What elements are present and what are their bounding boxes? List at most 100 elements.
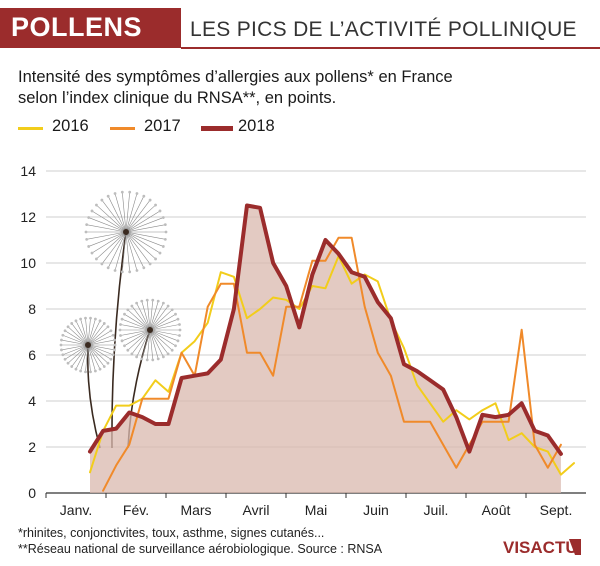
dandelion-tuft — [106, 194, 110, 198]
dandelion-tuft — [158, 209, 162, 213]
dandelion-tuft — [140, 299, 144, 303]
dandelion-seed — [86, 231, 127, 240]
dandelion-tuft — [161, 355, 165, 359]
dandelion-seed — [121, 318, 151, 331]
dandelion-tuft — [148, 198, 152, 202]
dandelion-seed — [125, 231, 145, 268]
dandelion-tuft — [66, 361, 70, 365]
dandelion-tuft — [135, 192, 139, 195]
dandelion-seed — [125, 217, 164, 233]
header-tag-label: POLLENS — [11, 12, 143, 42]
dandelion-tuft — [128, 190, 132, 194]
dandelion-tuft — [70, 365, 74, 368]
dandelion-seed — [125, 193, 138, 233]
dandelion-seed — [87, 344, 109, 364]
dandelion-tuft — [113, 348, 116, 352]
dandelion-tuft — [63, 357, 67, 361]
dandelion-tuft — [170, 348, 174, 352]
dandelion-seed — [67, 326, 89, 346]
dandelion-tuft — [161, 216, 165, 219]
dandelion-seed — [125, 231, 166, 240]
dandelion-seed — [91, 231, 127, 254]
dandelion-tuft — [102, 322, 106, 325]
dandelion-tuft — [176, 339, 180, 343]
dandelion-seed — [71, 344, 89, 367]
dandelion-tuft — [158, 251, 162, 255]
dandelion-seed — [125, 231, 161, 254]
dandelion-seed — [87, 330, 112, 346]
dandelion-tuft — [106, 266, 110, 270]
dandelion-seed — [149, 329, 179, 342]
dandelion-seed — [86, 224, 127, 233]
dandelion-tuft — [111, 353, 115, 357]
dandelion-tuft — [161, 301, 165, 305]
dandelion-seed — [149, 305, 169, 331]
dandelion-tuft — [84, 370, 87, 374]
dandelion-tuft — [89, 370, 92, 374]
dandelion-seed — [87, 344, 101, 370]
dandelion-tuft — [59, 343, 63, 347]
dandelion-tuft — [161, 245, 165, 248]
dandelion-seed — [125, 231, 138, 271]
dandelion-seed — [96, 231, 127, 260]
dandelion-seed — [62, 344, 89, 356]
dandelion-seed — [127, 309, 151, 331]
dandelion-tuft — [135, 355, 139, 359]
dandelion-seed — [149, 329, 176, 347]
dandelion-seed — [101, 199, 127, 233]
dandelion-tuft — [95, 257, 98, 261]
dandelion-seed — [88, 217, 127, 233]
dandelion-seed — [125, 231, 151, 265]
dandelion-tuft — [74, 319, 78, 323]
dandelion-seed — [64, 344, 89, 360]
header-tag: POLLENS — [0, 8, 181, 48]
dandelion-tuft — [87, 216, 91, 219]
dandelion-seed — [87, 344, 105, 367]
dandelion-tuft — [66, 325, 70, 329]
dandelion-tuft — [170, 308, 174, 312]
dandelion-tuft — [142, 194, 146, 198]
header-rule — [181, 47, 600, 49]
y-tick-label: 6 — [28, 347, 36, 363]
dandelion-seed — [149, 329, 164, 357]
dandelion-tuft — [95, 203, 98, 207]
dandelion-tuft — [120, 190, 124, 194]
dandelion-tuft — [178, 334, 181, 337]
dandelion-tuft — [154, 203, 157, 207]
legend-label-2018: 2018 — [238, 117, 275, 135]
dandelion-seed — [125, 199, 151, 233]
visactu-logo: VISACTU — [503, 538, 581, 557]
dandelion-seed — [120, 324, 151, 331]
x-tick-label: Sept. — [540, 502, 573, 518]
dandelion-tuft — [113, 192, 117, 195]
footnote-2: **Réseau national de surveillance aérobi… — [18, 542, 383, 556]
series-2016-line — [89, 255, 575, 476]
dandelion-tuft — [113, 338, 116, 342]
y-tick-label: 0 — [28, 485, 36, 501]
dandelion-tuft — [85, 237, 89, 241]
dandelion-seed — [125, 231, 156, 260]
dandelion-seed — [80, 318, 89, 346]
dandelion-seed — [87, 318, 96, 346]
dandelion-tuft — [118, 328, 122, 332]
dandelion-seed — [124, 329, 151, 347]
x-tick-label: Juin — [363, 502, 389, 518]
dandelion-tuft — [102, 365, 106, 368]
dandelion-tuft — [90, 251, 94, 255]
dandelion-seed — [87, 326, 109, 346]
dandelion-center — [85, 342, 91, 348]
x-tick-label: Avril — [243, 502, 270, 518]
dandelion-seed — [87, 344, 91, 372]
dandelion-seed — [114, 193, 127, 233]
dandelion-seed — [62, 334, 89, 346]
dandelion-tuft — [174, 312, 177, 316]
dandelion-tuft — [119, 323, 122, 326]
series-2018-line — [88, 203, 563, 456]
y-tick-label: 2 — [28, 439, 36, 455]
x-tick-label: Août — [482, 502, 511, 518]
dandelion-tuft — [90, 209, 94, 213]
dandelion-tuft — [166, 352, 170, 356]
dandelion-seed — [87, 323, 105, 346]
dandelion-tuft — [120, 270, 124, 274]
dandelion-tuft — [106, 325, 110, 329]
